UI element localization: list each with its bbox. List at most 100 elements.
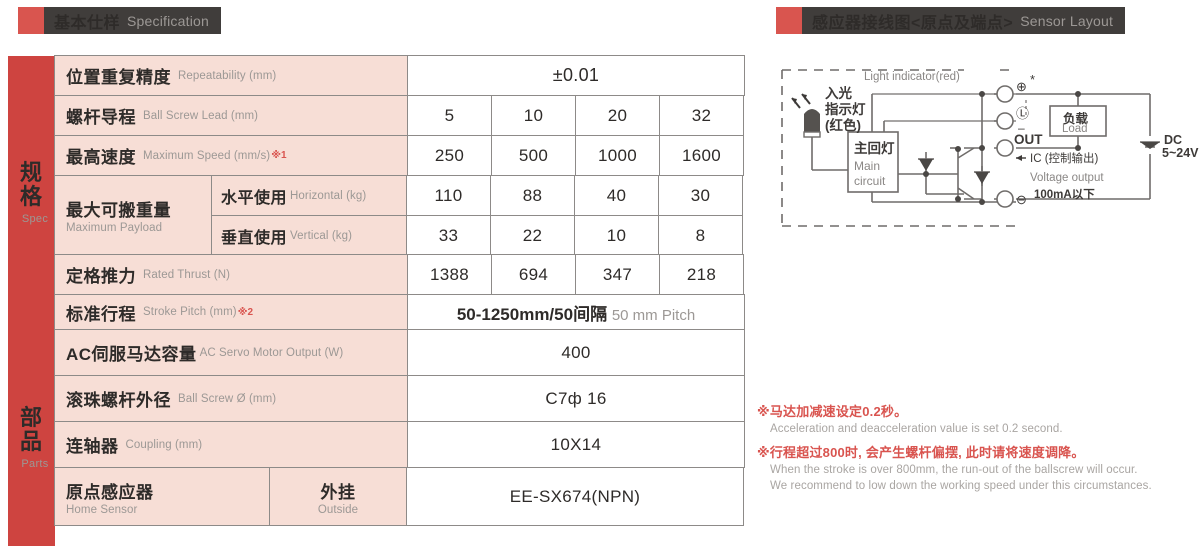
- row-label-en: Repeatability (mm): [178, 69, 277, 82]
- section-header-sensor-layout: 感应器接线图<原点及端点> Sensor Layout: [776, 7, 1126, 34]
- section-header-specification-label: 基本仕样 Specification: [44, 7, 221, 34]
- footnote-1-heading: ※马达加减速设定0.2秒。: [757, 404, 908, 419]
- dc-range-label: 5~24V: [1162, 146, 1199, 160]
- value-text: 1600: [681, 145, 722, 165]
- row-value: 32: [659, 95, 744, 136]
- row-label: 原点感应器 Home Sensor: [54, 467, 270, 526]
- row-value: 20: [575, 95, 660, 136]
- group-label-spec-en: Spec: [21, 212, 49, 225]
- row-value: 400: [407, 329, 745, 376]
- value-text: 32: [691, 105, 712, 125]
- value-text: 1000: [597, 145, 638, 165]
- terminal-plus-label: ⊕: [1016, 79, 1027, 94]
- section-header-specification: 基本仕样 Specification: [18, 7, 221, 34]
- row-label-zh: 最高速度: [66, 148, 136, 167]
- subrow-label-en: Horizontal (kg): [290, 189, 367, 202]
- row-label-zh: 位置重复精度: [66, 68, 171, 87]
- subrow-label: 垂直使用 Vertical (kg): [211, 215, 407, 256]
- table-row: 最大可搬重量 Maximum Payload 水平使用 Horizontal (…: [54, 175, 746, 257]
- value-text: 88: [522, 185, 543, 205]
- current-limit-label: 100mA以下: [1034, 188, 1095, 201]
- main-circuit-label-zh: 主回灯: [854, 140, 895, 156]
- row-sublabel-outside: 外挂 Outside: [269, 467, 407, 526]
- row-label-en: Ball Screw Ø (mm): [178, 392, 277, 405]
- row-label-zh: 最大可搬重量: [66, 201, 171, 220]
- subrow-label-en: Vertical (kg): [290, 229, 353, 242]
- footnote-1-body-line-1: Acceleration and deacceleration value is…: [770, 422, 1063, 435]
- row-label-zh: 原点感应器: [66, 482, 154, 502]
- group-label-parts-en: Parts: [21, 457, 49, 470]
- value-text: 33: [438, 225, 459, 245]
- row-label: 最大可搬重量 Maximum Payload: [54, 175, 212, 255]
- table-row: 原点感应器 Home Sensor 外挂 Outside EE-SX674(NP…: [54, 467, 746, 527]
- value-text: 10: [606, 225, 627, 245]
- accent-swatch-icon: [776, 7, 802, 34]
- table-subrow: 垂直使用 Vertical (kg) 33 22 10 8: [211, 215, 745, 257]
- load-label-zh: 负载: [1063, 111, 1089, 126]
- row-label-zh: 标准行程: [66, 304, 136, 324]
- light-indicator-label: Light indicator(red): [864, 71, 960, 83]
- row-value: 22: [490, 215, 575, 256]
- row-value: EE-SX674(NPN): [406, 467, 744, 526]
- footnote-marker-2: ※2: [237, 306, 254, 318]
- row-value: 694: [491, 254, 576, 295]
- row-label-zh: AC伺服马达容量: [66, 345, 197, 364]
- value-text: 218: [686, 264, 717, 284]
- row-value: 88: [490, 175, 575, 216]
- row-label-zh: 定格推力: [66, 267, 136, 286]
- table-row: 最高速度 Maximum Speed (mm/s) ※1 250 500 100…: [54, 135, 746, 177]
- subrow-label-zh: 水平使用: [221, 189, 288, 207]
- value-text: 30: [690, 185, 711, 205]
- table-row: 标准行程 Stroke Pitch (mm) ※2 50-1250mm/50间隔…: [54, 294, 746, 331]
- row-value: 5: [407, 95, 492, 136]
- table-grid: 位置重复精度 Repeatability (mm) ±0.01 螺杆导程 Bal…: [54, 55, 746, 546]
- row-value: 8: [658, 215, 743, 256]
- value-text: 1388: [429, 264, 470, 284]
- specification-table: 规格 Spec 部品 Parts 位置重复精度 Repeatability (m…: [8, 55, 746, 546]
- sensor-wiring-diagram: Light indicator(red) 入光 指示灯 (红色) 主回灯 Mai…: [768, 54, 1200, 242]
- table-row: 螺杆导程 Ball Screw Lead (mm) 5 10 20 32: [54, 95, 746, 137]
- footnote-2-heading: ※行程超过800时, 会产生螺杆偏摆, 此时请将速度调降。: [757, 445, 1085, 461]
- table-row: AC伺服马达容量 AC Servo Motor Output (W) 400: [54, 329, 746, 377]
- value-text: 250: [434, 145, 465, 165]
- footnotes: ※马达加减速设定0.2秒。 Acceleration and deacceler…: [757, 403, 1200, 502]
- value-text: 22: [522, 225, 543, 245]
- terminal-neg-label: ⊖: [1016, 192, 1027, 207]
- subrow-label-zh: 垂直使用: [221, 229, 288, 247]
- value-text: 5: [444, 105, 455, 125]
- sublabel-en: Outside: [317, 503, 359, 516]
- row-label: 最高速度 Maximum Speed (mm/s) ※1: [54, 135, 408, 176]
- row-value: 110: [406, 175, 491, 216]
- value-text: 50-1250mm/50间隔 50 mm Pitch: [456, 304, 696, 324]
- footnote-2-body-line-1: When the stroke is over 800mm, the run-o…: [770, 463, 1138, 476]
- row-value: 250: [407, 135, 492, 176]
- value-text: 694: [518, 264, 549, 284]
- section-title-en: Sensor Layout: [1020, 12, 1114, 29]
- row-label: 螺杆导程 Ball Screw Lead (mm): [54, 95, 408, 136]
- group-label-spec-zh: 规格: [19, 160, 43, 209]
- row-label-en: AC Servo Motor Output (W): [199, 346, 344, 359]
- indicator-label: 指示灯: [825, 101, 866, 117]
- row-value: ±0.01: [407, 55, 745, 96]
- row-value: 1388: [407, 254, 492, 295]
- row-label-zh: 连轴器: [66, 437, 119, 456]
- value-text: 8: [695, 225, 706, 245]
- table-row: 位置重复精度 Repeatability (mm) ±0.01: [54, 55, 746, 97]
- value-text: C7ф 16: [545, 388, 607, 408]
- sublabel-zh: 外挂: [320, 482, 356, 502]
- row-label: 位置重复精度 Repeatability (mm): [54, 55, 408, 96]
- row-value: 347: [575, 254, 660, 295]
- terminal-L-label: Ⓛ: [1016, 106, 1029, 121]
- row-label-en: Maximum Payload: [66, 222, 163, 234]
- row-value: 10X14: [407, 421, 745, 468]
- value-text: 110: [434, 185, 463, 205]
- table-row: 连轴器 Coupling (mm) 10X14: [54, 421, 746, 469]
- value-text: 10: [523, 105, 544, 125]
- voltage-output-label: Voltage output: [1030, 172, 1104, 184]
- indicator-color-label: (红色): [825, 117, 861, 133]
- group-label-parts-zh: 部品: [19, 405, 43, 454]
- row-label: 滚珠螺杆外径 Ball Screw Ø (mm): [54, 375, 408, 422]
- table-row: 滚珠螺杆外径 Ball Screw Ø (mm) C7ф 16: [54, 375, 746, 423]
- row-value: 1600: [659, 135, 744, 176]
